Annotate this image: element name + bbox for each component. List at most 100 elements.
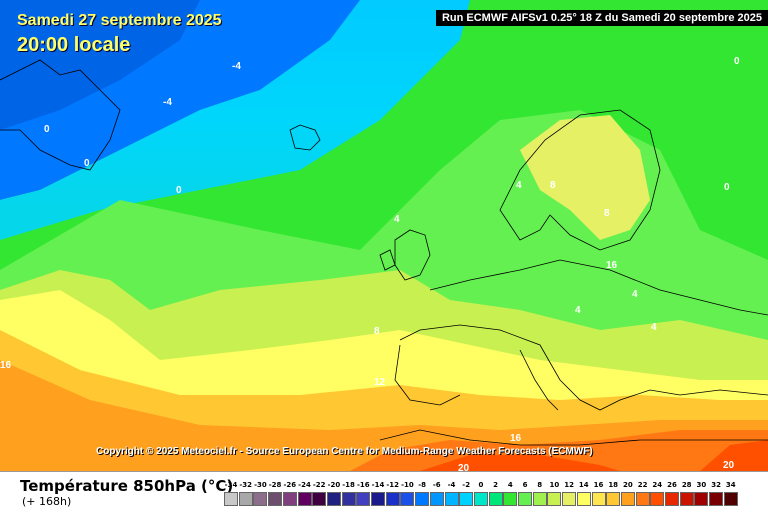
colorscale-swatch <box>415 492 430 506</box>
isoline-label: 16 <box>606 260 618 271</box>
colorscale-swatch <box>709 492 724 506</box>
colorscale-swatch <box>473 492 488 506</box>
colorscale-swatch <box>371 492 385 506</box>
isoline-label: 4 <box>651 322 657 333</box>
colorscale-value: -24 <box>298 481 311 489</box>
isoline-label: 16 <box>510 433 522 444</box>
colorscale-value: 2 <box>493 481 499 489</box>
colorscale-value: -30 <box>254 481 267 489</box>
isoline-label: 12 <box>374 377 386 388</box>
isoline-label: 8 <box>604 208 610 219</box>
colorscale-value: 32 <box>711 481 721 489</box>
colorscale-value: -26 <box>283 481 297 489</box>
colorscale-value: 34 <box>725 481 736 489</box>
colorscale-value: -8 <box>418 481 426 489</box>
red-zone <box>420 455 620 471</box>
colorscale-value: -32 <box>239 481 253 489</box>
isoline-label: 8 <box>550 180 556 191</box>
isoline-label: 4 <box>516 180 522 191</box>
isoline-label: 0 <box>84 158 90 169</box>
forecast-time: 20:00 locale <box>17 34 131 56</box>
colorscale-swatch <box>326 492 341 506</box>
isoline-label: 0 <box>176 185 182 196</box>
cyan-zone <box>0 0 470 240</box>
isoline-label: 4 <box>394 214 400 225</box>
colorscale-swatch <box>606 492 621 506</box>
colorscale-swatch <box>282 492 297 506</box>
temperature-map: -4 -4 0 0 0 0 0 4 4 8 8 12 16 16 20 20 1… <box>0 0 768 471</box>
colorscale-swatch <box>532 492 547 506</box>
colorscale-swatch <box>591 492 606 506</box>
colorscale-value: -14 <box>371 481 385 489</box>
colorscale-swatch <box>547 492 562 506</box>
colorscale-value: -34 <box>224 481 238 489</box>
colorscale-swatch <box>576 492 591 506</box>
colorscale-value: -18 <box>342 481 355 489</box>
colorscale-value: 6 <box>522 481 528 489</box>
colorscale-value: -22 <box>312 481 326 489</box>
red-zone-east <box>700 440 768 471</box>
colorscale-swatch <box>723 492 738 506</box>
colorscale-value: 30 <box>696 481 707 489</box>
isoline-label: 4 <box>632 289 638 300</box>
colorscale-swatch <box>488 492 503 506</box>
colorscale-value: -12 <box>386 481 400 489</box>
colorscale-swatch <box>341 492 356 506</box>
colorscale-swatch <box>650 492 665 506</box>
colorscale-swatch <box>459 492 474 506</box>
colorscale-value: 26 <box>667 481 677 489</box>
colorscale-value: -28 <box>268 481 282 489</box>
run-info: Run ECMWF AIFSv1 0.25° 18 Z du Samedi 20… <box>435 10 768 26</box>
colorscale-swatch <box>679 492 694 506</box>
isoline-label: 4 <box>575 305 581 316</box>
colorscale-value: 28 <box>681 481 692 489</box>
colorscale-value: 12 <box>564 481 574 489</box>
isoline-label: 0 <box>734 56 740 67</box>
colorscale-swatch <box>503 492 518 506</box>
isoline-label: 16 <box>0 360 12 371</box>
colorscale-swatch <box>444 492 459 506</box>
colorscale-swatch <box>224 492 238 506</box>
colorscale-value: 0 <box>478 481 484 489</box>
legend-panel: Température 850hPa (°C) (+ 168h) -34 -32-… <box>0 471 768 513</box>
coastlines <box>0 59 768 446</box>
cold-core <box>0 0 200 130</box>
colorscale-swatch <box>253 492 268 506</box>
colorscale-value: 8 <box>537 481 543 489</box>
colorscale-value: 14 <box>578 481 589 489</box>
copyright: Copyright © 2025 Meteociel.fr - Source E… <box>96 446 593 457</box>
colorscale-value: 22 <box>637 481 648 489</box>
colorscale-value: -6 <box>432 481 441 489</box>
colorscale-swatch <box>562 492 577 506</box>
colorscale-swatch <box>268 492 283 506</box>
colorscale-swatch <box>429 492 444 506</box>
colorscale-value: -10 <box>401 481 414 489</box>
forecast-date: Samedi 27 septembre 2025 <box>17 12 222 29</box>
isoline-label: -4 <box>163 97 172 108</box>
isoline-label: 0 <box>44 124 50 135</box>
colorscale-value: 16 <box>593 481 604 489</box>
colorscale-value: 24 <box>652 481 663 489</box>
colorscale-swatch <box>400 492 415 506</box>
colorscale-swatch <box>665 492 679 506</box>
colorscale-swatch <box>694 492 709 506</box>
colorscale-swatch <box>518 492 532 506</box>
isoline-label: 0 <box>724 182 730 193</box>
isoline-label: 20 <box>458 463 470 471</box>
parameter-title: Température 850hPa (°C) <box>20 477 234 495</box>
colorscale-swatch <box>312 492 327 506</box>
map-svg: -4 -4 0 0 0 0 0 4 4 8 8 12 16 16 20 20 1… <box>0 0 768 471</box>
colorscale-swatch <box>620 492 635 506</box>
scandinavia-warm <box>520 115 650 240</box>
colorscale-value: -4 <box>447 481 456 489</box>
colorscale-value: 10 <box>549 481 560 489</box>
colorscale-swatch <box>297 492 312 506</box>
colorscale-value: -20 <box>327 481 341 489</box>
isoline-label: 20 <box>723 460 735 471</box>
colorscale-value: -2 <box>462 481 471 489</box>
isoline-label: -4 <box>232 61 241 72</box>
forecast-range: (+ 168h) <box>22 495 72 508</box>
colorscale-value: 4 <box>507 481 513 489</box>
colorscale-swatch <box>385 492 400 506</box>
colorscale-value: -16 <box>356 481 370 489</box>
